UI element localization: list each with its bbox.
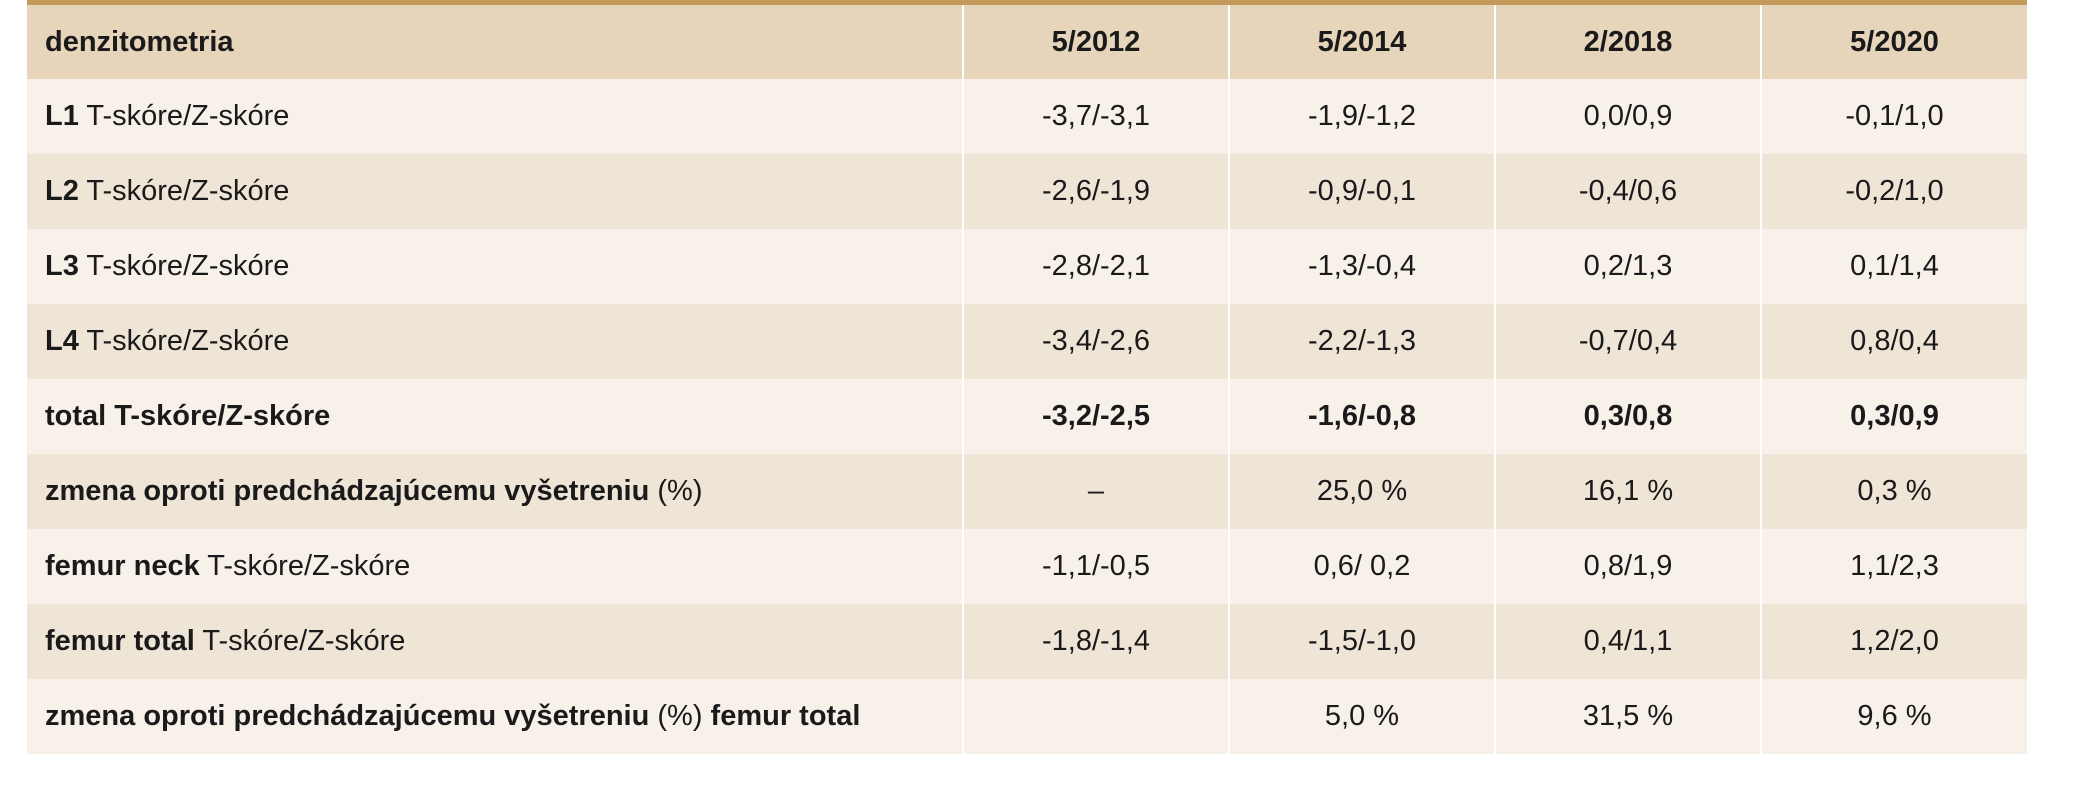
row-label: zmena oproti predchádzajúcemu vyšetreniu… [27, 679, 964, 754]
table-cell: -0,2/1,0 [1845, 175, 1944, 207]
row-label-normal: T-skóre/Z-skóre [78, 100, 290, 132]
row-label-bold: total T-skóre/Z-skóre [45, 400, 331, 432]
table-cell: 0,2/1,3 [1495, 229, 1762, 304]
table-cell: 0,8/1,9 [1495, 529, 1762, 604]
header-date-4: 5/2020 [1850, 25, 1939, 58]
table-cell: -0,9/-0,1 [1229, 154, 1496, 229]
table-cell: -2,2/-1,3 [1229, 304, 1496, 379]
row-label: L3 T-skóre/Z-skóre [27, 229, 964, 304]
header-date-2: 5/2014 [1229, 5, 1496, 79]
row-label-bold: L1 [45, 100, 79, 132]
table-cell: -3,7/-3,1 [963, 79, 1230, 154]
row-label-normal: (%) [649, 475, 703, 507]
table-row: L2 T-skóre/Z-skóre -2,6/-1,9 -0,9/-0,1 -… [27, 154, 2027, 229]
densitometry-table-container: denzitometria 5/2012 5/2014 2/2018 5/202… [27, 0, 2027, 754]
table-cell: -0,7/0,4 [1495, 304, 1762, 379]
table-cell: 31,5 % [1495, 679, 1762, 754]
row-label-bold: femur total [45, 625, 195, 657]
table-cell: 5,0 % [1229, 679, 1496, 754]
table-cell: 0,0/0,9 [1495, 79, 1762, 154]
row-label: L2 T-skóre/Z-skóre [27, 154, 964, 229]
table-header-row: denzitometria 5/2012 5/2014 2/2018 5/202… [27, 5, 2027, 79]
table-cell: -1,3/-0,4 [1229, 229, 1496, 304]
table-cell: 25,0 % [1229, 454, 1496, 529]
densitometry-table: denzitometria 5/2012 5/2014 2/2018 5/202… [27, 5, 2027, 754]
table-cell: -0,1/1,0 [1845, 100, 1944, 132]
table-cell: -2,8/-2,1 [963, 229, 1230, 304]
row-label-normal: T-skóre/Z-skóre [199, 550, 411, 582]
row-label-bold: zmena oproti predchádzajúcemu vyšetreniu [45, 475, 650, 507]
table-cell: 0,8/0,4 [1850, 325, 1939, 357]
header-date-3: 2/2018 [1495, 5, 1762, 79]
row-label: femur neck T-skóre/Z-skóre [27, 529, 964, 604]
row-label: L1 T-skóre/Z-skóre [27, 79, 964, 154]
table-cell: -0,4/0,6 [1495, 154, 1762, 229]
row-label-normal: T-skóre/Z-skóre [78, 250, 290, 282]
table-cell: 1,1/2,3 [1850, 550, 1939, 582]
table-cell: – [963, 454, 1230, 529]
table-row: femur neck T-skóre/Z-skóre -1,1/-0,5 0,6… [27, 529, 2027, 604]
table-row: L3 T-skóre/Z-skóre -2,8/-2,1 -1,3/-0,4 0… [27, 229, 2027, 304]
row-label: zmena oproti predchádzajúcemu vyšetreniu… [27, 454, 964, 529]
header-label: denzitometria [27, 5, 964, 79]
table-cell: 9,6 % [1857, 700, 1932, 732]
table-cell: -1,8/-1,4 [963, 604, 1230, 679]
table-row: zmena oproti predchádzajúcemu vyšetreniu… [27, 679, 2027, 754]
table-cell: -1,6/-0,8 [1229, 379, 1496, 454]
row-label-bold: femur neck [45, 550, 200, 582]
table-cell: 16,1 % [1495, 454, 1762, 529]
row-label-bold: zmena oproti predchádzajúcemu vyšetreniu [45, 700, 650, 732]
table-cell: 0,3 % [1857, 475, 1932, 507]
row-label-bold: L4 [45, 325, 79, 357]
row-label: femur total T-skóre/Z-skóre [27, 604, 964, 679]
table-cell: -1,1/-0,5 [963, 529, 1230, 604]
table-row: L4 T-skóre/Z-skóre -3,4/-2,6 -2,2/-1,3 -… [27, 304, 2027, 379]
table-cell [963, 679, 1230, 754]
row-label-bold: L2 [45, 175, 79, 207]
row-label: L4 T-skóre/Z-skóre [27, 304, 964, 379]
row-label-normal: (%) [649, 700, 711, 732]
table-cell: -1,5/-1,0 [1229, 604, 1496, 679]
row-label-bold-suffix: femur total [710, 700, 861, 732]
row-label-normal: T-skóre/Z-skóre [194, 625, 406, 657]
table-row-total: total T-skóre/Z-skóre -3,2/-2,5 -1,6/-0,… [27, 379, 2027, 454]
table-cell: -2,6/-1,9 [963, 154, 1230, 229]
header-date-1: 5/2012 [963, 5, 1230, 79]
table-row: L1 T-skóre/Z-skóre -3,7/-3,1 -1,9/-1,2 0… [27, 79, 2027, 154]
table-cell: 1,2/2,0 [1850, 625, 1939, 657]
row-label-normal: T-skóre/Z-skóre [78, 325, 290, 357]
table-cell: 0,3/0,8 [1495, 379, 1762, 454]
table-cell: 0,6/ 0,2 [1229, 529, 1496, 604]
row-label: total T-skóre/Z-skóre [27, 379, 964, 454]
table-row: femur total T-skóre/Z-skóre -1,8/-1,4 -1… [27, 604, 2027, 679]
table-cell: -1,9/-1,2 [1229, 79, 1496, 154]
row-label-normal: T-skóre/Z-skóre [78, 175, 290, 207]
table-cell: 0,4/1,1 [1495, 604, 1762, 679]
table-cell: -3,4/-2,6 [963, 304, 1230, 379]
table-row: zmena oproti predchádzajúcemu vyšetreniu… [27, 454, 2027, 529]
row-label-bold: L3 [45, 250, 79, 282]
table-cell: 0,3/0,9 [1850, 400, 1939, 432]
table-cell: -3,2/-2,5 [963, 379, 1230, 454]
table-cell: 0,1/1,4 [1850, 250, 1939, 282]
